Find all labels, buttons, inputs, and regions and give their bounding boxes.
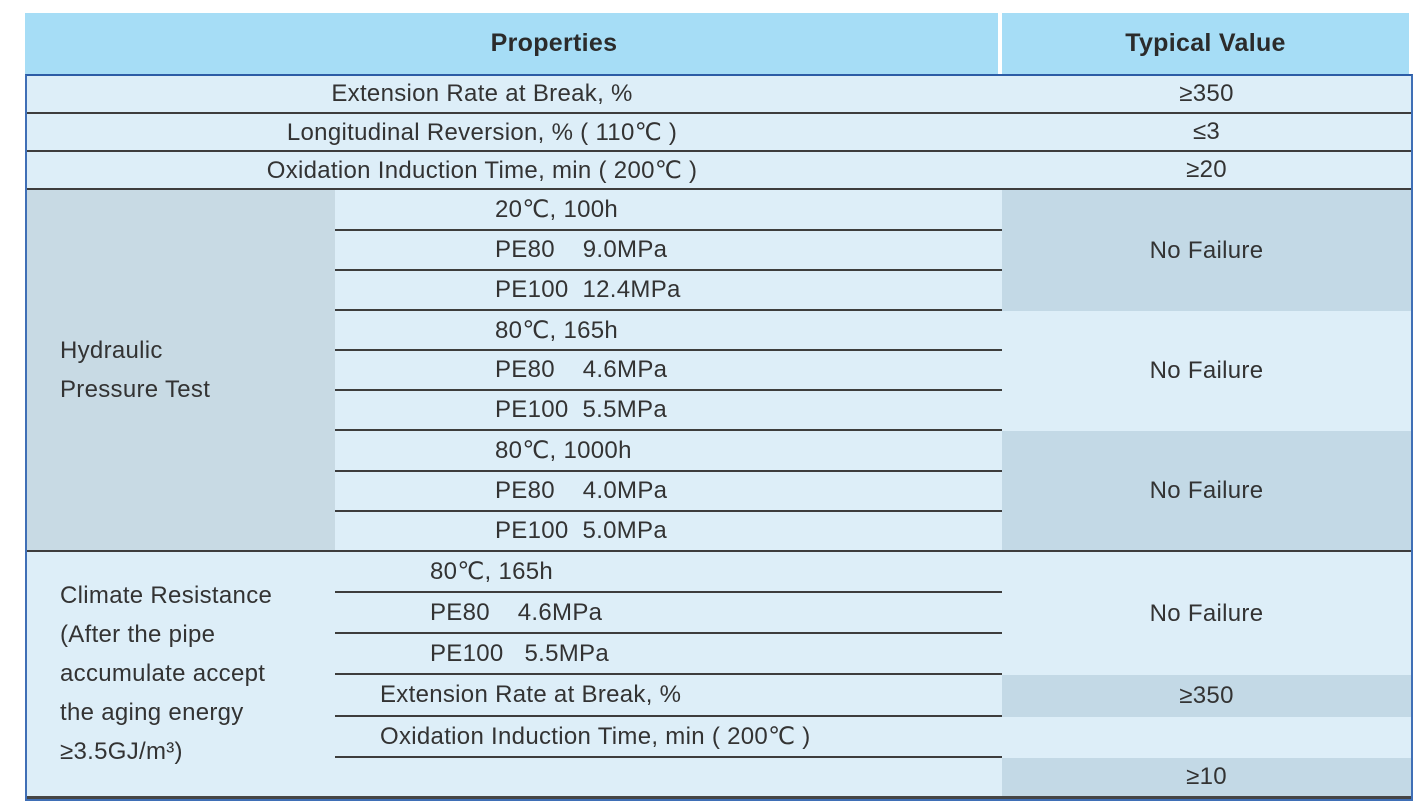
property-cell: Extension Rate at Break, %	[335, 675, 1003, 717]
condition-cell: PE100 5.5MPa	[335, 634, 1003, 676]
table-row: Oxidation Induction Time, min ( 200℃ )	[27, 716, 1412, 758]
condition-cell: 20℃, 100h	[335, 190, 1003, 231]
table-row: Hydraulic Pressure Test 20℃, 100h No Fai…	[27, 190, 1412, 552]
header-column-divider	[998, 13, 1002, 74]
value-cell-merged: No Failure	[1002, 431, 1412, 552]
value-cell: ≥20	[1002, 152, 1412, 191]
table-row: Climate Resistance (After the pipe accum…	[27, 551, 1412, 799]
condition-cell: 80℃, 1000h	[335, 431, 1003, 472]
condition-cell: PE80 4.6MPa	[335, 351, 1003, 392]
section-label-line: accumulate accept	[60, 660, 266, 688]
value-cell: ≥10	[1002, 757, 1412, 799]
condition-cell: 80℃, 165h	[335, 310, 1003, 352]
value-cell	[1002, 716, 1412, 758]
table-row: Extension Rate at Break, % ≥350	[27, 675, 1412, 717]
table-body: Extension Rate at Break, % ≥350 Longitud…	[25, 74, 1414, 801]
table-row: PE80 4.6MPa	[27, 593, 1411, 635]
section-label-line: Hydraulic	[60, 337, 163, 365]
table-row: PE100 12.4MPa	[27, 270, 1411, 311]
property-cell: Oxidation Induction Time, min ( 200℃ )	[335, 716, 1003, 758]
table-header-row: Properties Typical Value	[25, 13, 1409, 74]
table-row: PE100 5.0MPa	[27, 511, 1411, 552]
table-row: PE100 5.5MPa	[27, 634, 1411, 676]
value-cell-merged: No Failure	[1002, 551, 1412, 676]
section-label-hydraulic-pressure-test: Hydraulic Pressure Test	[27, 190, 335, 552]
table-row: PE80 4.6MPa	[27, 351, 1411, 392]
section-label-line: (After the pipe	[60, 621, 216, 649]
pipe-specification-table: Properties Typical Value Extension Rate …	[25, 13, 1414, 801]
condition-cell: PE100 12.4MPa	[335, 270, 1003, 311]
section-label-line: Climate Resistance	[60, 582, 273, 610]
condition-cell: PE80 9.0MPa	[335, 230, 1003, 271]
property-cell: Longitudinal Reversion, % ( 110℃ )	[27, 114, 1003, 153]
condition-cell: PE80 4.0MPa	[335, 471, 1003, 512]
table-row: Longitudinal Reversion, % ( 110℃ ) ≤3	[27, 114, 1412, 153]
section-label-line: ≥3.5GJ/m³)	[60, 738, 183, 766]
value-cell: ≥350	[1002, 675, 1412, 717]
table-row: PE80 9.0MPa	[27, 230, 1411, 271]
table-row: Oxidation Induction Time, min ( 200℃ ) ≥…	[27, 152, 1412, 191]
property-cell: Extension Rate at Break, %	[27, 76, 1003, 115]
property-cell	[335, 757, 1003, 799]
table-row: Extension Rate at Break, % ≥350	[27, 76, 1412, 115]
properties-header-label: Properties	[490, 29, 618, 57]
condition-cell: PE100 5.0MPa	[335, 511, 1003, 552]
table-row: 80℃, 1000h No Failure	[27, 431, 1412, 552]
value-cell: ≥350	[1002, 76, 1412, 115]
table-row: 80℃, 165h No Failure	[27, 310, 1412, 432]
property-cell: Oxidation Induction Time, min ( 200℃ )	[27, 152, 1003, 191]
value-cell-merged: No Failure	[1002, 310, 1412, 432]
condition-cell: 80℃, 165h	[335, 551, 1003, 594]
table-row: ≥10	[27, 757, 1412, 799]
header-cell-typical-value: Typical Value	[1002, 13, 1409, 74]
section-label-climate-resistance: Climate Resistance (After the pipe accum…	[27, 551, 335, 799]
typical-value-header-label: Typical Value	[1125, 29, 1286, 57]
header-cell-properties: Properties	[25, 13, 998, 74]
table-row: PE100 5.5MPa	[27, 391, 1411, 432]
section-label-line: Pressure Test	[60, 376, 211, 404]
condition-cell: PE80 4.6MPa	[335, 593, 1003, 635]
condition-cell: PE100 5.5MPa	[335, 391, 1003, 432]
section-label-line: the aging energy	[60, 699, 244, 727]
table-row: PE80 4.0MPa	[27, 471, 1411, 512]
value-cell-merged: No Failure	[1002, 190, 1412, 311]
value-cell: ≤3	[1002, 114, 1412, 153]
